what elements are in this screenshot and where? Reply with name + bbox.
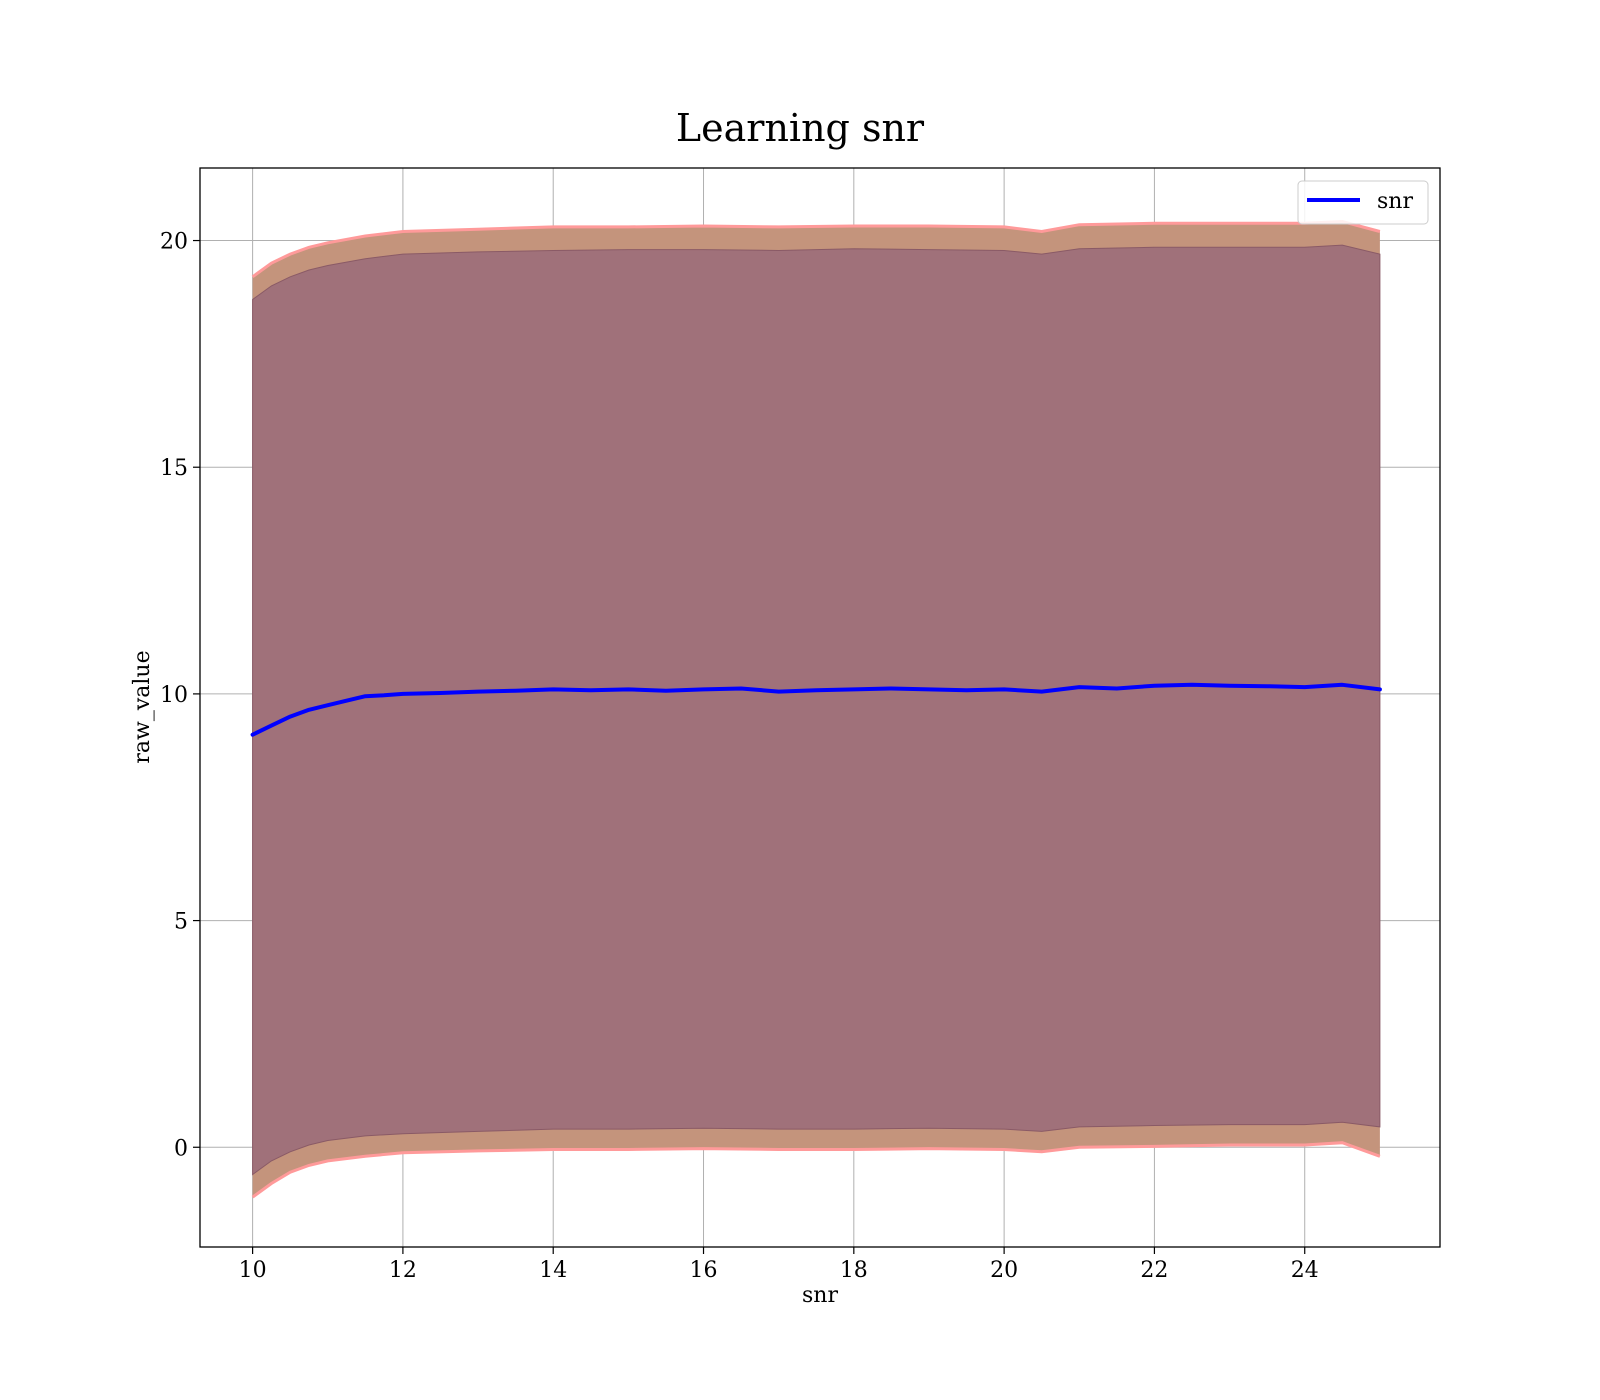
x-tick-label: 12 [389, 1258, 417, 1283]
outer-band-upper-edge [251, 219, 1381, 279]
x-tick-label: 18 [840, 1258, 868, 1283]
x-tick-label: 14 [539, 1258, 567, 1283]
x-tick-label: 10 [239, 1258, 267, 1283]
chart-title: Learning snr [676, 106, 925, 150]
y-tick-label: 10 [160, 683, 188, 708]
x-tick-label: 24 [1291, 1258, 1319, 1283]
y-tick-label: 20 [160, 230, 188, 255]
x-axis-label: snr [802, 1283, 838, 1308]
x-tick-label: 20 [990, 1258, 1018, 1283]
outer-band-lower-edge [251, 1141, 1381, 1199]
x-tick-label: 22 [1140, 1258, 1168, 1283]
legend-box [1297, 180, 1429, 225]
y-tick-label: 0 [174, 1136, 188, 1161]
x-tick-label: 16 [690, 1258, 718, 1283]
y-tick-label: 5 [174, 910, 188, 935]
y-tick-label: 15 [160, 456, 188, 481]
tick-layer: 10 12 14 16 18 20 22 24 0 5 10 15 20 [160, 230, 1319, 1283]
plot-area-frame [199, 167, 1441, 1248]
legend-label-snr: snr [1377, 189, 1413, 214]
inner-band [252, 244, 1381, 1176]
series-line-snr [250, 682, 1382, 737]
legend: snr [1297, 180, 1429, 225]
line-layer [250, 682, 1382, 737]
y-axis-label: raw_value [130, 650, 155, 763]
band-layer [251, 219, 1381, 1199]
